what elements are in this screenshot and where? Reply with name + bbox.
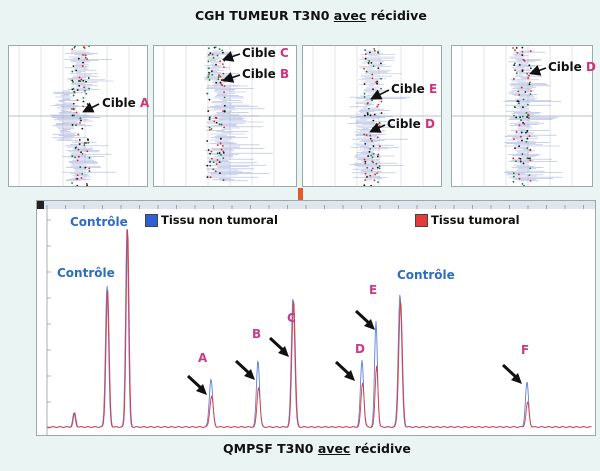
cible-c-label: Cible C — [242, 46, 289, 60]
cgh-title: CGH TUMEUR T3N0 avec récidive — [195, 8, 427, 23]
cible-d-letter: D — [424, 117, 435, 131]
legend-tumor-label: Tissu tumoral — [431, 213, 520, 227]
cible-b-prefix: Cible — [242, 67, 276, 81]
cible-c-prefix: Cible — [242, 46, 276, 60]
peak-label-f: F — [521, 343, 530, 357]
arrow-icon — [501, 363, 522, 384]
arrow-icon — [334, 360, 355, 381]
legend-tumor-swatch — [415, 213, 428, 227]
peak-label-c: C — [287, 311, 296, 325]
peak-label-a: A — [198, 351, 208, 365]
cible-e-label: Cible E — [391, 82, 437, 96]
peak-label-e: E — [369, 283, 378, 297]
qmpsf-title-text: QMPSF T3N0 — [223, 441, 318, 456]
control-label-3: Contrôle — [397, 268, 455, 282]
cgh-panel-3 — [302, 45, 442, 187]
cible-d2-letter: D — [585, 60, 596, 74]
cible-b-label: Cible B — [242, 67, 289, 81]
cible-a-letter: A — [139, 96, 150, 110]
cible-c-letter: C — [279, 46, 289, 60]
qmpsf-window — [36, 200, 596, 436]
legend-normal: Tissu non tumoral — [145, 213, 278, 227]
cible-d2-prefix: Cible — [548, 60, 582, 74]
qmpsf-title-suffix: récidive — [350, 441, 411, 456]
arrow-icon — [268, 336, 289, 357]
cgh-title-suffix: récidive — [366, 8, 427, 23]
cible-d-label: Cible D — [387, 117, 435, 131]
arrow-icon — [354, 309, 375, 330]
legend-normal-swatch — [145, 213, 158, 227]
cgh-panel-1 — [8, 45, 148, 187]
cible-d-prefix: Cible — [387, 117, 421, 131]
cible-b-letter: B — [279, 67, 290, 81]
cgh-panel-4 — [451, 45, 593, 187]
cible-a-prefix: Cible — [102, 96, 136, 110]
cgh-title-underline: avec — [333, 8, 367, 23]
qmpsf-title: QMPSF T3N0 avec récidive — [223, 441, 411, 456]
cible-e-letter: E — [428, 82, 438, 96]
legend-normal-label: Tissu non tumoral — [161, 213, 278, 227]
qmpsf-title-underline: avec — [317, 441, 351, 456]
peak-label-b: B — [252, 327, 262, 341]
cible-a-label: Cible A — [102, 96, 149, 110]
arrow-icon — [186, 374, 207, 395]
control-label-1: Contrôle — [70, 215, 128, 229]
control-label-2: Contrôle — [57, 266, 115, 280]
cible-d2-label: Cible D — [548, 60, 596, 74]
cgh-title-text: CGH TUMEUR T3N0 — [195, 8, 334, 23]
arrow-icon — [234, 359, 255, 380]
peak-label-d: D — [355, 342, 365, 356]
legend-tumor: Tissu tumoral — [415, 213, 520, 227]
cgh-panel-2 — [153, 45, 297, 187]
cible-e-prefix: Cible — [391, 82, 425, 96]
